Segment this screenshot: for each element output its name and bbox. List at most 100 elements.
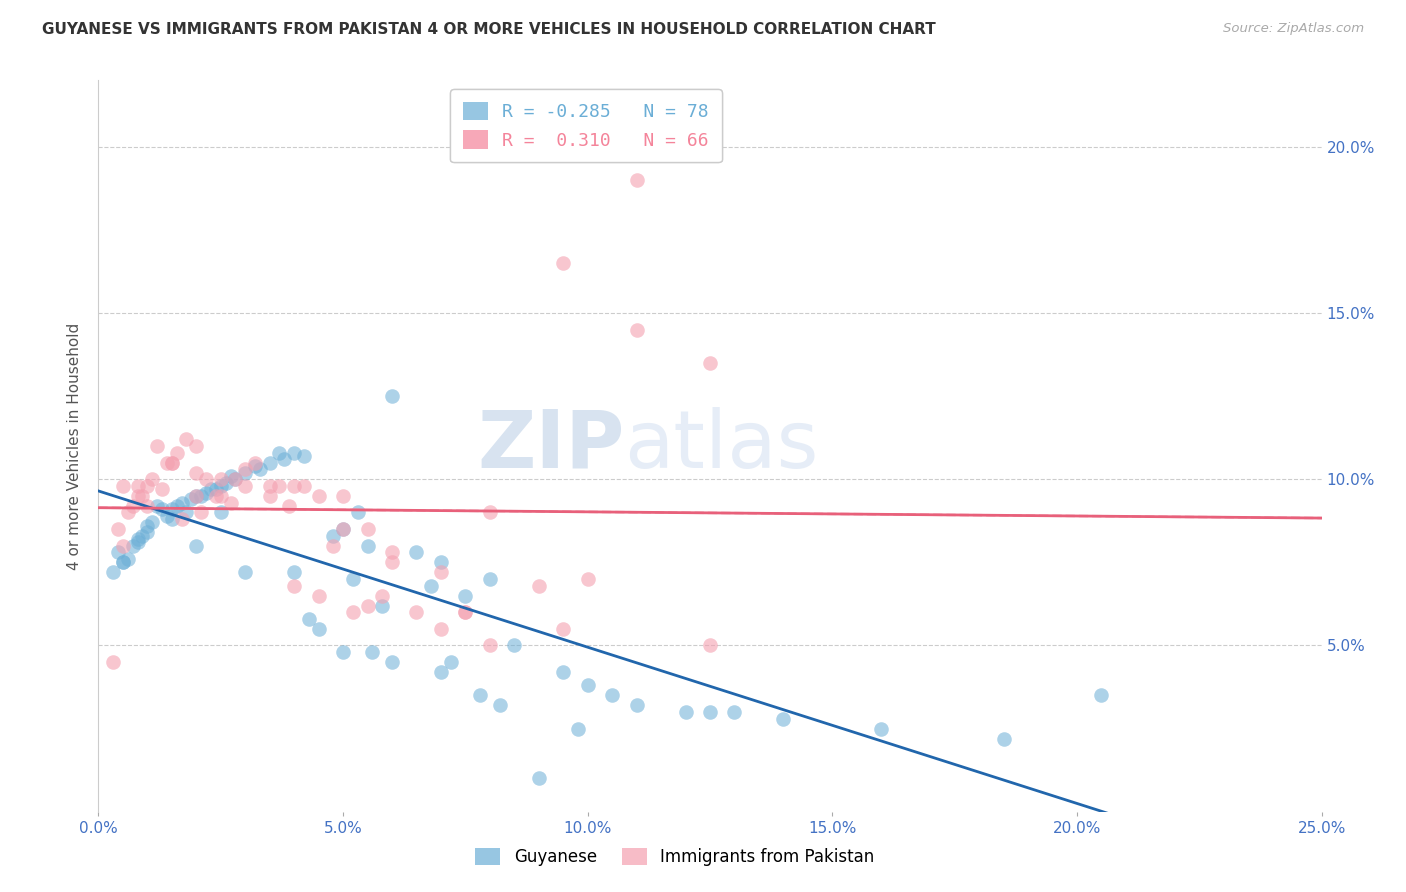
- Point: [308, 489, 330, 503]
- Point: [166, 499, 188, 513]
- Point: [136, 525, 159, 540]
- Point: [454, 589, 477, 603]
- Point: [342, 572, 364, 586]
- Point: [567, 722, 589, 736]
- Point: [553, 256, 575, 270]
- Point: [332, 489, 354, 503]
- Point: [283, 479, 305, 493]
- Point: [141, 516, 163, 530]
- Text: GUYANESE VS IMMIGRANTS FROM PAKISTAN 4 OR MORE VEHICLES IN HOUSEHOLD CORRELATION: GUYANESE VS IMMIGRANTS FROM PAKISTAN 4 O…: [42, 22, 936, 37]
- Point: [332, 522, 354, 536]
- Point: [292, 449, 315, 463]
- Point: [356, 522, 378, 536]
- Point: [233, 462, 256, 476]
- Point: [186, 489, 208, 503]
- Point: [332, 645, 354, 659]
- Point: [156, 456, 179, 470]
- Point: [269, 479, 291, 493]
- Point: [160, 502, 183, 516]
- Point: [186, 439, 208, 453]
- Point: [381, 655, 404, 669]
- Point: [111, 555, 134, 569]
- Point: [308, 589, 330, 603]
- Point: [224, 472, 246, 486]
- Point: [440, 655, 463, 669]
- Point: [117, 506, 139, 520]
- Point: [361, 645, 384, 659]
- Point: [233, 466, 256, 480]
- Point: [342, 605, 364, 619]
- Point: [371, 589, 394, 603]
- Point: [107, 522, 129, 536]
- Point: [176, 506, 198, 520]
- Point: [186, 539, 208, 553]
- Point: [190, 506, 212, 520]
- Point: [405, 605, 427, 619]
- Point: [454, 605, 477, 619]
- Point: [111, 479, 134, 493]
- Point: [233, 566, 256, 580]
- Point: [146, 499, 169, 513]
- Point: [209, 472, 232, 486]
- Point: [356, 539, 378, 553]
- Point: [219, 469, 242, 483]
- Point: [176, 433, 198, 447]
- Point: [141, 472, 163, 486]
- Point: [170, 512, 193, 526]
- Point: [209, 506, 232, 520]
- Point: [699, 639, 721, 653]
- Point: [430, 555, 453, 569]
- Point: [160, 456, 183, 470]
- Point: [200, 482, 222, 496]
- Point: [420, 579, 443, 593]
- Point: [553, 622, 575, 636]
- Point: [478, 506, 501, 520]
- Point: [273, 452, 295, 467]
- Point: [346, 506, 368, 520]
- Point: [111, 539, 134, 553]
- Point: [136, 479, 159, 493]
- Point: [160, 512, 183, 526]
- Point: [699, 705, 721, 719]
- Point: [146, 439, 169, 453]
- Point: [772, 712, 794, 726]
- Point: [332, 522, 354, 536]
- Text: ZIP: ZIP: [477, 407, 624, 485]
- Point: [298, 612, 321, 626]
- Point: [121, 499, 143, 513]
- Point: [150, 482, 173, 496]
- Point: [259, 479, 281, 493]
- Point: [190, 489, 212, 503]
- Point: [626, 698, 648, 713]
- Point: [430, 566, 453, 580]
- Point: [488, 698, 510, 713]
- Point: [1090, 689, 1112, 703]
- Point: [454, 605, 477, 619]
- Point: [127, 532, 149, 546]
- Point: [259, 456, 281, 470]
- Point: [127, 479, 149, 493]
- Point: [160, 456, 183, 470]
- Point: [527, 772, 550, 786]
- Point: [626, 173, 648, 187]
- Point: [576, 678, 599, 692]
- Point: [127, 489, 149, 503]
- Y-axis label: 4 or more Vehicles in Household: 4 or more Vehicles in Household: [67, 322, 83, 570]
- Point: [626, 323, 648, 337]
- Text: atlas: atlas: [624, 407, 818, 485]
- Point: [503, 639, 526, 653]
- Point: [233, 479, 256, 493]
- Point: [468, 689, 491, 703]
- Point: [136, 518, 159, 533]
- Point: [249, 462, 271, 476]
- Point: [478, 572, 501, 586]
- Point: [381, 555, 404, 569]
- Point: [283, 579, 305, 593]
- Point: [209, 489, 232, 503]
- Point: [371, 599, 394, 613]
- Point: [430, 622, 453, 636]
- Point: [101, 566, 124, 580]
- Point: [283, 566, 305, 580]
- Point: [259, 489, 281, 503]
- Point: [243, 458, 266, 473]
